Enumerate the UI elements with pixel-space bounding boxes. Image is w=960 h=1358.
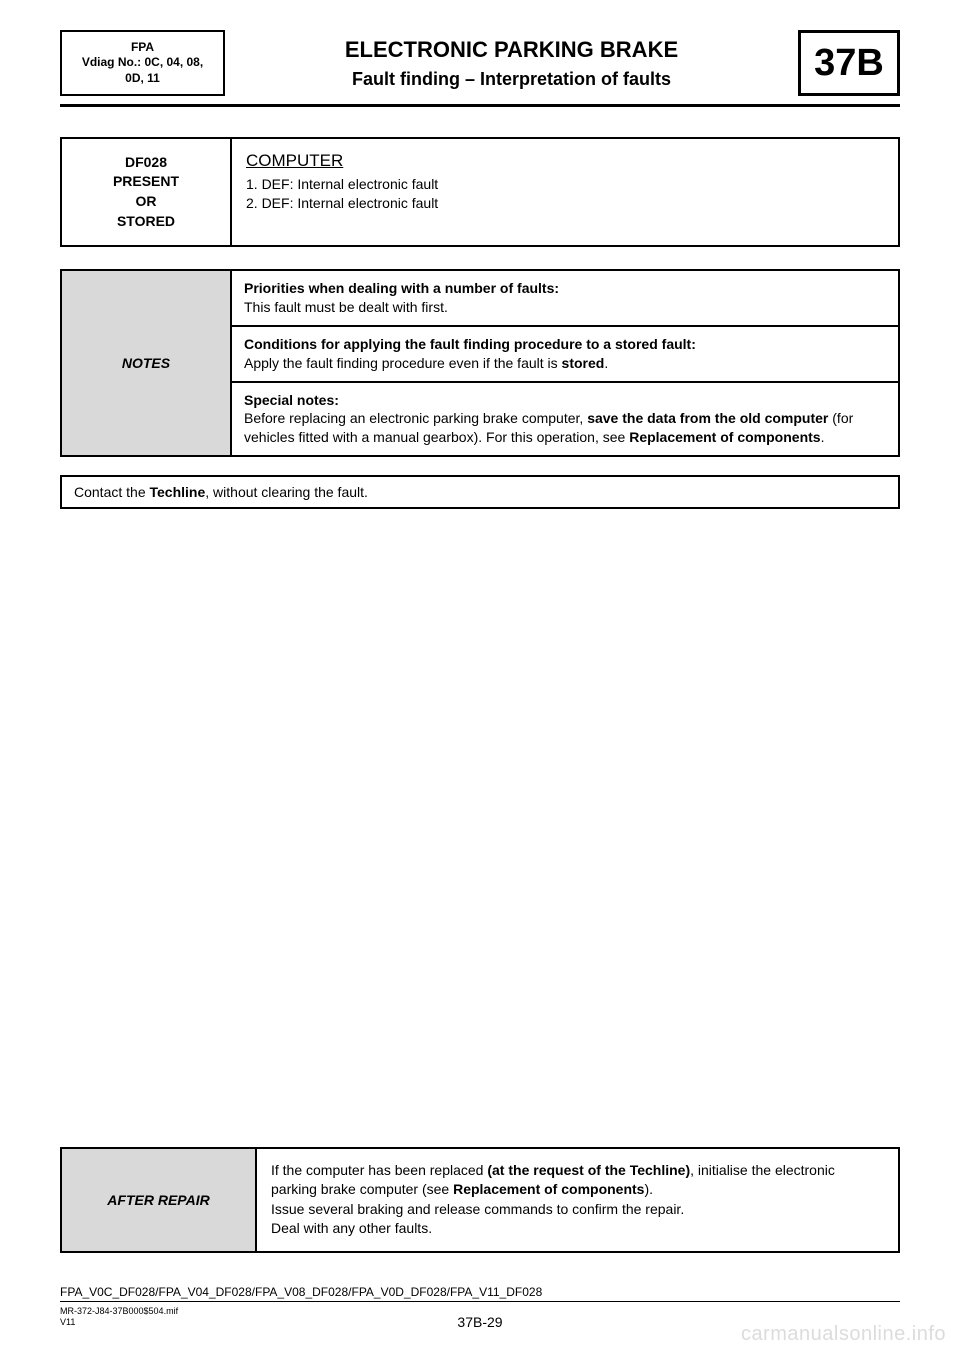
- after-repair-content: If the computer has been replaced (at th…: [257, 1149, 898, 1251]
- document-title: ELECTRONIC PARKING BRAKE: [237, 35, 786, 65]
- instruction-box: Contact the Techline, without clearing t…: [60, 475, 900, 509]
- fault-title: COMPUTER: [246, 149, 884, 173]
- after-l1e: ).: [644, 1181, 653, 1197]
- notes-content: Priorities when dealing with a number of…: [232, 271, 898, 455]
- fault-desc-cell: COMPUTER 1. DEF: Internal electronic fau…: [232, 139, 898, 245]
- notes-label-cell: NOTES: [62, 271, 232, 455]
- after-repair-label: AFTER REPAIR: [107, 1192, 209, 1208]
- fault-box: DF028 PRESENT OR STORED COMPUTER 1. DEF:…: [60, 137, 900, 247]
- fault-def1: 1. DEF: Internal electronic fault: [246, 175, 884, 195]
- after-l1a: If the computer has been replaced: [271, 1162, 487, 1178]
- fault-state-stored: STORED: [117, 212, 175, 232]
- priorities-heading: Priorities when dealing with a number of…: [244, 280, 559, 296]
- vdiag-label-2: 0D, 11: [125, 71, 160, 87]
- priorities-text: This fault must be dealt with first.: [244, 299, 448, 315]
- after-repair-label-cell: AFTER REPAIR: [62, 1149, 257, 1251]
- instruction-part1: Contact the: [74, 484, 150, 500]
- special-text-1: Before replacing an electronic parking b…: [244, 410, 587, 426]
- after-l2: Issue several braking and release comman…: [271, 1201, 684, 1217]
- notes-label: NOTES: [122, 355, 170, 371]
- fault-code: DF028: [125, 153, 167, 173]
- conditions-text-3: .: [604, 355, 608, 371]
- special-heading: Special notes:: [244, 392, 339, 408]
- instruction-bold: Techline: [150, 484, 206, 500]
- after-repair-section: AFTER REPAIR If the computer has been re…: [60, 1147, 900, 1253]
- section-code: 37B: [814, 42, 884, 85]
- after-l1b: (at the request of the Techline): [487, 1162, 690, 1178]
- instruction-part3: , without clearing the fault.: [205, 484, 368, 500]
- document-subtitle: Fault finding – Interpretation of faults: [237, 67, 786, 91]
- notes-table: NOTES Priorities when dealing with a num…: [60, 269, 900, 457]
- conditions-heading: Conditions for applying the fault findin…: [244, 336, 696, 352]
- vdiag-box: FPA Vdiag No.: 0C, 04, 08, 0D, 11: [60, 30, 225, 96]
- special-text-3: .: [821, 429, 825, 445]
- fault-state-or: OR: [136, 192, 157, 212]
- notes-row-conditions: Conditions for applying the fault findin…: [232, 325, 898, 381]
- section-code-box: 37B: [798, 30, 900, 96]
- fault-code-cell: DF028 PRESENT OR STORED: [62, 139, 232, 245]
- special-text-bold1: save the data from the old computer: [587, 410, 828, 426]
- footer-codes: FPA_V0C_DF028/FPA_V04_DF028/FPA_V08_DF02…: [60, 1285, 900, 1302]
- notes-row-special: Special notes: Before replacing an elect…: [232, 381, 898, 456]
- page-header: FPA Vdiag No.: 0C, 04, 08, 0D, 11 ELECTR…: [60, 30, 900, 96]
- vdiag-label-1: Vdiag No.: 0C, 04, 08,: [82, 55, 203, 71]
- header-rule: [60, 104, 900, 107]
- watermark: carmanualsonline.info: [741, 1323, 946, 1346]
- fault-def2: 2. DEF: Internal electronic fault: [246, 194, 884, 214]
- fpa-label: FPA: [131, 40, 154, 56]
- after-l3: Deal with any other faults.: [271, 1220, 432, 1236]
- notes-row-priorities: Priorities when dealing with a number of…: [232, 271, 898, 325]
- special-text-bold2: Replacement of components: [629, 429, 820, 445]
- after-repair-table: AFTER REPAIR If the computer has been re…: [60, 1147, 900, 1253]
- header-center: ELECTRONIC PARKING BRAKE Fault finding –…: [237, 35, 786, 91]
- conditions-text-bold: stored: [562, 355, 605, 371]
- after-l1d: Replacement of components: [453, 1181, 644, 1197]
- conditions-text-1: Apply the fault finding procedure even i…: [244, 355, 562, 371]
- fault-state-present: PRESENT: [113, 172, 179, 192]
